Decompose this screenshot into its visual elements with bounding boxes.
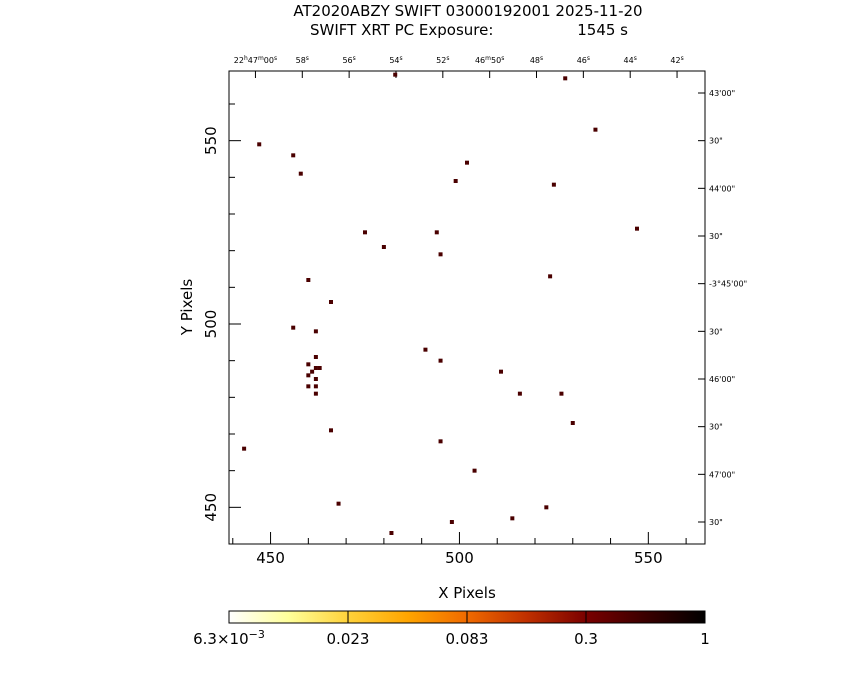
x-tick-label: 450 <box>256 549 285 567</box>
event-point <box>438 439 443 444</box>
ra-tick-label: 46m50s <box>475 55 504 66</box>
event-point <box>257 142 262 147</box>
plot-frame <box>228 70 706 545</box>
event-point <box>449 520 454 524</box>
event-point <box>635 226 639 231</box>
dec-tick-label: 44'00" <box>709 184 735 193</box>
ra-tick-label: 22h47m00s <box>234 55 277 66</box>
event-point <box>313 366 318 370</box>
y-axis-title: Y Pixels <box>178 279 196 337</box>
event-point <box>559 391 564 396</box>
dec-tick-label: 30" <box>709 423 723 432</box>
event-point <box>438 358 443 363</box>
event-point <box>593 127 598 132</box>
event-point <box>306 384 311 389</box>
ra-tick-label: 48s <box>530 55 543 66</box>
dec-axis-labels: 43'00" 30" 44'00" 30" -3°45'00" 30" 46'00" 30" 4… <box>698 89 747 527</box>
event-point <box>393 72 398 77</box>
dec-tick-label: 46'00" <box>709 375 735 384</box>
dec-tick-label: 30" <box>709 518 723 527</box>
event-point <box>499 369 503 374</box>
event-point <box>306 362 311 367</box>
y-tick-label: 550 <box>202 126 220 155</box>
ra-tick-label: 42s <box>670 55 683 66</box>
event-point <box>291 153 296 158</box>
event-point <box>548 274 553 279</box>
event-point <box>317 366 322 370</box>
event-point <box>313 355 318 359</box>
y-tick-label: 450 <box>202 493 220 522</box>
ra-tick-label: 58s <box>296 55 309 66</box>
dec-tick-label: 47'00" <box>709 470 735 479</box>
axis-ticks: 450 500 550 450 500 550 <box>202 103 687 567</box>
chart-title: AT2020ABZY SWIFT 03000192001 2025-11-20 <box>293 2 642 20</box>
y-tick-label: 500 <box>202 310 220 339</box>
ra-tick-label: 46s <box>577 55 590 66</box>
dec-tick-label: -3°45'00" <box>709 280 747 289</box>
ra-tick-label: 44s <box>624 55 637 66</box>
event-point <box>510 516 515 521</box>
event-point <box>434 230 439 235</box>
dec-tick-label: 30" <box>709 137 723 146</box>
event-point <box>363 230 367 235</box>
event-point <box>313 391 318 396</box>
event-point <box>563 76 568 81</box>
exposure-label: SWIFT XRT PC Exposure: <box>310 21 493 39</box>
colorbar-tick-label: 0.3 <box>574 630 598 648</box>
event-point <box>423 347 428 352</box>
ra-tick-label: 54s <box>389 55 402 66</box>
event-point <box>298 171 303 176</box>
colorbar-tick-label: 0.083 <box>446 630 489 648</box>
photon-events <box>242 72 639 535</box>
colorbar-tick-label: 6.3×10−3 <box>193 628 265 649</box>
event-point <box>389 531 394 535</box>
event-point <box>291 325 296 330</box>
dec-tick-label: 43'00" <box>709 89 735 98</box>
event-point <box>465 160 469 165</box>
ra-axis-labels: 22h47m00s 58s 56s 54s 52s 46m50s 48s 46s 44s 42s <box>234 55 684 78</box>
event-point <box>472 468 477 473</box>
colorbar-tick-label: 1 <box>700 630 710 648</box>
event-point <box>306 373 311 378</box>
event-point <box>544 505 549 510</box>
x-tick-label: 550 <box>634 549 663 567</box>
event-point <box>313 384 318 389</box>
dec-tick-label: 30" <box>709 327 723 336</box>
event-point <box>306 278 311 282</box>
colorbar-ticks: 6.3×10−3 0.023 0.083 0.3 1 <box>193 611 710 648</box>
colorbar-tick-label: 0.023 <box>327 630 370 648</box>
event-point <box>551 182 556 187</box>
ra-tick-label: 56s <box>342 55 355 66</box>
event-point <box>381 245 386 249</box>
event-point <box>242 446 247 451</box>
event-point <box>570 421 575 425</box>
exposure-value: 1545 s <box>577 21 628 39</box>
ra-tick-label: 52s <box>436 55 449 66</box>
event-point <box>313 377 318 381</box>
event-point <box>453 179 458 183</box>
x-axis-title: X Pixels <box>438 584 496 602</box>
x-tick-label: 500 <box>445 549 474 567</box>
dec-tick-label: 30" <box>709 232 723 241</box>
event-point <box>310 369 315 374</box>
event-point <box>438 252 443 257</box>
event-point <box>336 501 341 506</box>
event-point <box>313 329 318 334</box>
event-point <box>329 300 333 304</box>
event-point <box>329 428 333 433</box>
event-point <box>517 391 522 396</box>
